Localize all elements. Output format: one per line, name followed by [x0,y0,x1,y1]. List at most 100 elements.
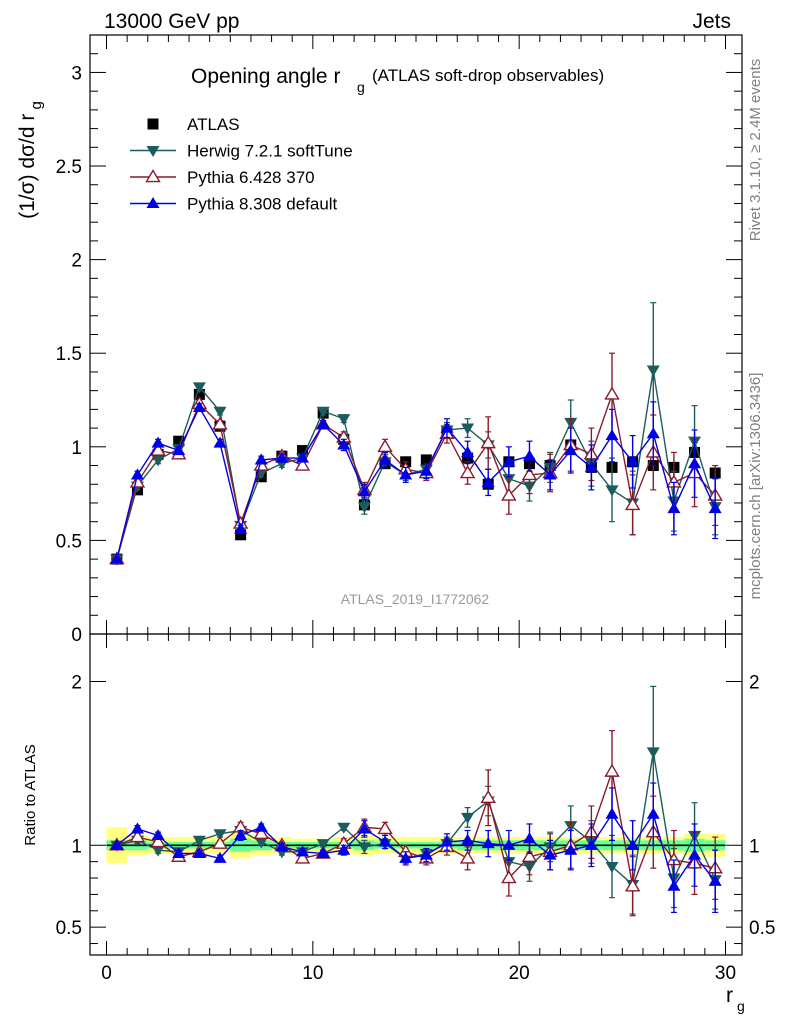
data-point [420,454,432,466]
ratio-point [667,879,681,891]
series-herwig-7-2-1-softtune [110,302,722,566]
ratio-point [213,851,227,863]
plot-title-subscript: g [357,79,365,95]
data-point [419,464,433,476]
ratio-point [151,828,165,840]
series-pythia-8-308-default [110,401,722,564]
ratio-point [192,835,206,847]
ratio-point [253,825,269,840]
data-point [192,401,206,413]
header-process-label: Jets [692,10,731,33]
data-point [316,417,330,429]
ratio-point [481,837,495,849]
ratio-point [192,846,206,859]
data-point [213,406,227,418]
ratio-point [605,807,619,819]
ratio-point [337,843,351,855]
data-point [110,552,124,564]
mcplots-credit-label: mcplots.cern.ch [arXiv:1306.3436] [747,373,764,600]
ratio-point [110,838,124,850]
legend-marker [147,118,159,130]
data-point [440,421,454,433]
ratio-series-pythia-6-428-370 [109,730,723,917]
y-axis-title: (1/σ) dσ/d r g [16,101,45,219]
data-point [294,457,311,471]
legend-marker [146,197,160,209]
y-tick-label: 3 [71,63,82,84]
y-tick-label: 1 [71,836,82,857]
y-tick-label: 0 [71,625,82,646]
plot-title: Opening angle r [191,65,340,88]
ratio-point [378,835,392,847]
ratio-point [254,820,268,832]
ratio-series-herwig-7-2-1-softtune [110,685,722,915]
rivet-version-label: Rivet 3.1.10, ≥ 2.4M events [747,59,764,242]
data-point [646,427,660,439]
ratio-point [399,851,413,863]
ratio-point [316,846,330,859]
data-point [151,455,165,467]
data-point [235,529,247,541]
ratio-point [440,835,454,847]
ratio-line [116,751,716,886]
data-point [151,436,165,448]
data-point [378,453,392,465]
y-tick-label: 1 [71,438,82,459]
data-point [480,435,496,449]
data-point [646,365,660,377]
x-tick-label: 30 [715,963,736,984]
header-energy-label: 13000 GeV pp [104,10,239,33]
data-point [275,451,289,463]
legend-label: Pythia 8.308 default [187,195,338,214]
data-point [377,438,393,453]
data-point [501,487,517,501]
ratio-point [316,839,330,851]
data-point [605,429,619,441]
data-point [316,406,330,418]
ratio-point [624,878,641,892]
plot-title-suffix: (ATLAS soft-drop observables) [372,66,604,85]
data-point [461,423,475,435]
ratio-point [564,843,578,855]
y-tick-label-right: 2 [749,672,760,693]
ratio-point [646,807,660,819]
ratio-point [626,838,640,850]
ratio-line [116,812,716,888]
ratio-point [212,835,228,849]
data-point [502,455,516,467]
data-point [688,457,702,469]
ratio-point [543,848,557,860]
y-tick-label-right: 0.5 [749,918,775,939]
bottom-frame [89,633,743,956]
y-tick-label: 2 [71,251,82,272]
y-tick-label: 2.5 [56,157,82,178]
data-point [459,465,476,479]
ratio-point [234,828,248,840]
ratio-point [296,845,310,857]
legend-label: Herwig 7.2.1 softTune [187,142,353,161]
data-point [399,468,413,480]
data-point [297,445,309,457]
data-point [337,414,351,426]
data-point [192,382,206,394]
ratio-point [377,821,393,835]
ratio-point [213,829,227,841]
ratio-point [254,837,268,849]
legend-marker [145,169,161,183]
data-point [667,502,681,514]
data-point [481,475,495,487]
legend: ATLAS Herwig 7.2.1 softTune Pythia 6.428 3… [130,115,353,214]
data-point [521,467,538,481]
ratio-y-axis-title: Ratio to ATLAS [22,744,39,845]
data-point [130,468,144,480]
data-point [357,485,371,497]
ratio-point [502,838,516,850]
ratio-point [584,838,598,850]
data-point [172,444,186,456]
data-point [584,460,598,472]
data-point [234,522,248,534]
data-point [253,457,269,471]
ratio-point [419,848,433,860]
data-point [708,502,722,514]
data-point [296,451,310,463]
